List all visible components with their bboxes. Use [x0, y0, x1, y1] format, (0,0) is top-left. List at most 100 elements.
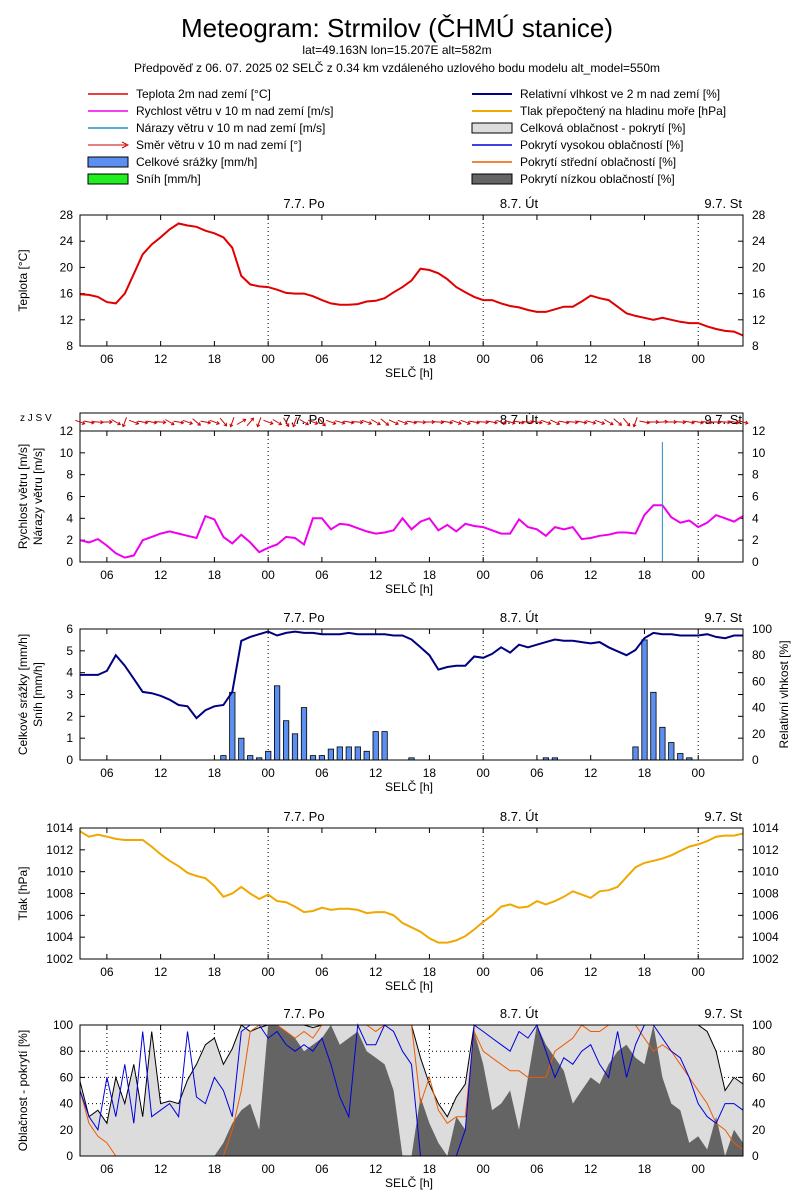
- wind-arrow: [292, 417, 298, 427]
- wind-arrow: [308, 419, 318, 425]
- wind-arrow: [514, 420, 524, 424]
- day-label: 8.7. Út: [500, 610, 539, 625]
- legend-label: Pokrytí vysokou oblačností [%]: [520, 138, 683, 152]
- x-tick-label: 12: [154, 766, 168, 780]
- legend-label: Teplota 2m nad zemí [°C]: [136, 87, 271, 101]
- wind-arrow-head: [691, 420, 696, 425]
- precip-bar: [282, 720, 290, 761]
- wind-arrow: [182, 419, 193, 425]
- y-tick-label: 80: [60, 1044, 74, 1058]
- pressure-line: [79, 830, 744, 944]
- wind-arrow: [531, 420, 542, 424]
- wind-arrow-head: [90, 420, 95, 425]
- wind-arrow-head: [322, 422, 326, 427]
- y-axis-label: Teplota [°C]: [16, 249, 30, 311]
- y2-tick-label: 100: [752, 622, 772, 636]
- wind-arrow: [236, 419, 246, 425]
- wind-arrow: [406, 420, 417, 424]
- y-tick-label-right: 1004: [752, 930, 779, 944]
- wind-arrow-head: [538, 420, 543, 425]
- y-tick-label-right: 40: [752, 1097, 766, 1111]
- wind-arrow: [371, 419, 381, 425]
- x-tick-label: 06: [530, 1162, 544, 1176]
- precip-bar: [650, 691, 657, 761]
- x-tick-label: 06: [100, 965, 114, 979]
- x-tick-label: 12: [584, 965, 598, 979]
- legend-swatch: [471, 122, 513, 134]
- legend-swatch-arrowhead: [121, 141, 130, 149]
- wind-arrow: [684, 420, 695, 424]
- day-label: 9.7. St: [704, 809, 742, 824]
- precip-bar: [668, 742, 675, 761]
- x-tick-label: 12: [584, 568, 598, 582]
- x-tick-label: 12: [369, 965, 383, 979]
- wind-arrow: [283, 417, 290, 427]
- legend-label: Sníh [mm/h]: [136, 172, 201, 186]
- x-tick-label: 06: [530, 352, 544, 366]
- y2-tick-label: 60: [752, 674, 766, 688]
- wind-arrow: [173, 420, 184, 424]
- x-tick-label: 00: [476, 1162, 490, 1176]
- y-tick-label-right: 1012: [752, 843, 779, 857]
- wind-arrow: [388, 419, 399, 425]
- x-tick-label: 06: [530, 766, 544, 780]
- x-tick-label: 12: [584, 766, 598, 780]
- wind-arrow-head: [305, 421, 310, 426]
- wind-arrow-head: [223, 422, 228, 427]
- y-axis-label: Celkové srážky [mm/h]: [16, 634, 30, 755]
- precip-bar: [659, 726, 666, 761]
- x-tick-label: 00: [261, 1162, 275, 1176]
- wind-arrow-head: [502, 421, 507, 425]
- cloud-low-area: [80, 1025, 743, 1156]
- legend-label: Rychlost větru v 10 m nad zemí [m/s]: [136, 104, 333, 118]
- day-label: 8.7. Út: [500, 1006, 539, 1021]
- legend-swatch: [87, 156, 129, 168]
- precip-bar: [273, 685, 281, 761]
- wind-arrow-head: [341, 420, 346, 425]
- y-tick-label-right: 1010: [752, 865, 779, 879]
- wind-arrow-head: [646, 420, 651, 425]
- x-axis-label: SELČ [h]: [385, 1175, 433, 1190]
- wind-arrow-head: [109, 419, 113, 425]
- wind-arrow: [738, 420, 748, 424]
- day-label: 7.7. Po: [283, 610, 324, 625]
- wind-arrow-head: [216, 421, 220, 425]
- wind-arrow-head: [170, 421, 175, 426]
- wind-arrow: [613, 418, 622, 426]
- x-tick-label: 12: [369, 1162, 383, 1176]
- y-tick-label-right: 1006: [752, 908, 779, 922]
- panel-1: 7.7. Po 8.7. Út 9.7. St 06 12 18 00 06 12 18 00 06 1…: [16, 196, 766, 380]
- y2-tick-label: 0: [752, 753, 759, 767]
- wind-arrow-head: [404, 421, 409, 425]
- wind-arrow-head: [682, 420, 687, 425]
- wind-arrow-head: [207, 420, 212, 425]
- wind-arrow: [487, 420, 498, 424]
- x-axis-label: SELČ [h]: [385, 365, 433, 380]
- legend-label: Relativní vlhkost ve 2 m nad zemí [%]: [520, 87, 720, 101]
- y-tick-label: 1002: [46, 952, 73, 966]
- y-tick-label: 60: [60, 1070, 74, 1084]
- wind-arrow: [92, 421, 103, 423]
- x-tick-label: 18: [208, 965, 222, 979]
- day-label: 8.7. Út: [500, 809, 539, 824]
- y-tick-label: 4: [66, 666, 73, 680]
- x-tick-label: 00: [261, 965, 275, 979]
- wind-arrow-head: [565, 420, 570, 425]
- wind-arrow-head: [511, 420, 516, 425]
- day-label: 7.7. Po: [283, 196, 324, 211]
- wind-arrow: [219, 417, 227, 427]
- wind-arrow: [299, 419, 309, 425]
- wind-arrow-head: [229, 423, 234, 428]
- x-tick-label: 18: [423, 766, 437, 780]
- wind-arrow: [622, 417, 631, 427]
- y-tick-label-right: 1002: [752, 952, 779, 966]
- wind-arrow-head: [485, 420, 490, 425]
- y-tick-label: 1006: [46, 908, 73, 922]
- y2-axis-label: Relativní vlhkost [%]: [777, 640, 791, 748]
- plot-frame: [79, 430, 744, 563]
- y-tick-label-right: 24: [752, 234, 766, 248]
- wind-arrow-head: [556, 421, 561, 426]
- wind-arrow-head: [242, 418, 247, 423]
- y-tick-label-right: 8: [752, 468, 759, 482]
